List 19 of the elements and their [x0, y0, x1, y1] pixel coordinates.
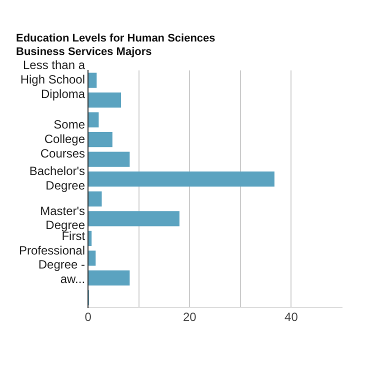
y-tick-label: Master's Degree [40, 204, 86, 232]
bar [88, 132, 112, 148]
bar [88, 270, 130, 286]
bar [88, 72, 97, 88]
bar [88, 191, 102, 206]
bar [88, 92, 122, 108]
bar [88, 230, 92, 246]
y-tick-label: Less than a High School Diploma [20, 58, 86, 101]
x-tick-label: 20 [182, 310, 197, 324]
bar [88, 112, 99, 128]
y-tick-label: Some College Courses [40, 117, 86, 160]
bar [88, 172, 274, 187]
chart-title: Education Levels for Human Sciences Business Services Majors [16, 32, 216, 58]
x-tick-label: 40 [284, 310, 298, 324]
bar [88, 250, 96, 266]
x-tick-label: 0 [84, 310, 92, 324]
y-tick-label: Bachelor's Degree [29, 164, 86, 193]
bar [88, 211, 180, 226]
bar [88, 152, 130, 167]
